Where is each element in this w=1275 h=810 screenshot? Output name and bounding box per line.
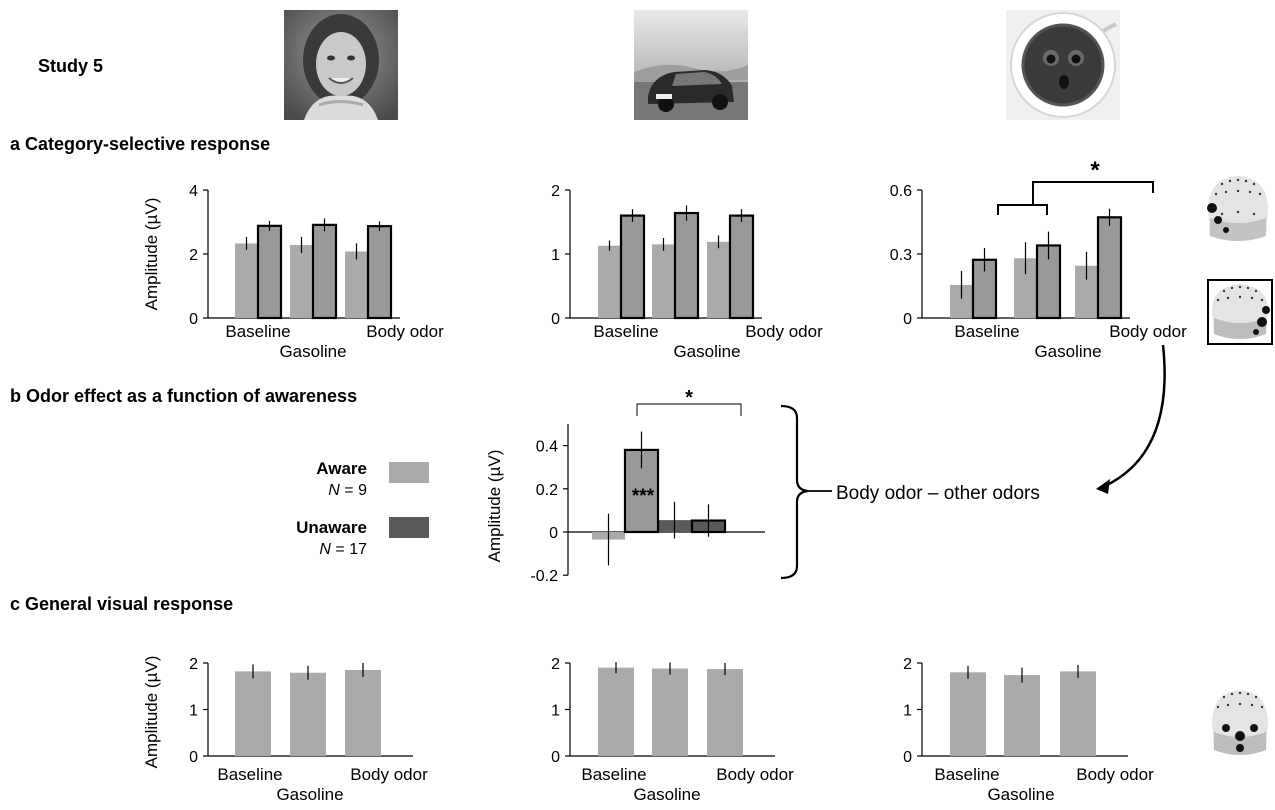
legend-unaware-swatch xyxy=(389,517,429,538)
a1-ytick-label: 2 xyxy=(189,247,198,264)
a3-ytick-label: 0.6 xyxy=(890,183,912,200)
panel-b-significance-bracket xyxy=(636,403,742,416)
legend-aware-label: Aware xyxy=(316,459,367,478)
a2-bar-baseline-s1 xyxy=(619,214,646,320)
c1-ytick-label: 2 xyxy=(189,656,198,673)
head-topography-icon-a-lower xyxy=(1207,279,1273,345)
b-ytick-label: 0 xyxy=(549,525,558,542)
a3-category-label: Gasoline xyxy=(1034,342,1101,361)
a1-ytick-label: 0 xyxy=(189,311,198,328)
legend-aware-swatch xyxy=(389,462,429,483)
a1-category-label: Baseline xyxy=(225,322,290,341)
a2-bar-gasoline-s0 xyxy=(652,244,675,318)
b-ytick-label: 0.2 xyxy=(536,482,558,499)
a3-inner-bracket xyxy=(997,204,1048,215)
section-b-title: b Odor effect as a function of awareness xyxy=(10,386,358,406)
c1-category-label: Gasoline xyxy=(276,785,343,804)
c1-bar-baseline-s0 xyxy=(235,671,271,756)
arrow-from-panel-a3 xyxy=(1097,344,1166,491)
a1-category-label: Body odor xyxy=(366,322,444,341)
a2-category-label: Body odor xyxy=(745,322,823,341)
head-topography-icon-c xyxy=(1212,690,1268,755)
c3-category-label: Gasoline xyxy=(987,785,1054,804)
c1-ytick-label: 0 xyxy=(189,749,198,766)
a3-bar-body-odor-s0 xyxy=(1075,265,1098,318)
a3-ytick-label: 0.3 xyxy=(890,247,912,264)
c2-category-label: Baseline xyxy=(581,765,646,784)
b-ytick-label: -0.2 xyxy=(530,568,558,585)
c2-ytick-label: 1 xyxy=(551,703,560,720)
c1-bar-gasoline-s0 xyxy=(290,672,326,756)
section-a-title: a Category-selective response xyxy=(10,134,271,154)
a3-category-label: Body odor xyxy=(1109,322,1187,341)
a3-bar-gasoline-s0 xyxy=(1014,258,1037,318)
a1-category-label: Gasoline xyxy=(279,342,346,361)
car-photo xyxy=(634,10,748,120)
head-topography-icon-a-upper xyxy=(1207,176,1268,241)
c3-category-label: Baseline xyxy=(934,765,999,784)
c1-ylabel: Amplitude (µV) xyxy=(142,656,161,769)
c1-ytick-label: 1 xyxy=(189,703,198,720)
c3-ytick-label: 2 xyxy=(903,656,912,673)
c2-ytick-label: 0 xyxy=(551,749,560,766)
b-inner-significance: *** xyxy=(632,486,655,507)
a1-bar-body-odor-s0 xyxy=(345,251,368,318)
a2-bar-baseline-s0 xyxy=(598,245,621,318)
a1-bar-gasoline-s1 xyxy=(311,223,338,320)
b-ylabel: Amplitude (µV) xyxy=(485,450,504,563)
a1-bar-gasoline-s0 xyxy=(290,245,313,318)
c1-bar-body-odor-s0 xyxy=(345,669,381,756)
a3-category-label: Baseline xyxy=(954,322,1019,341)
a2-category-label: Baseline xyxy=(593,322,658,341)
b-ytick-label: 0.4 xyxy=(536,439,558,456)
c2-bar-body-odor-s0 xyxy=(707,669,743,756)
a2-ytick-label: 2 xyxy=(551,183,560,200)
a1-bar-baseline-s0 xyxy=(235,243,258,318)
a3-significance-star: * xyxy=(1090,157,1100,184)
panel-b-right-brace xyxy=(780,404,809,580)
legend-unaware-label: Unaware xyxy=(296,518,367,537)
legend-unaware-n: N = 17 xyxy=(319,541,367,558)
panel-b-significance-star: * xyxy=(685,387,693,409)
c3-ytick-label: 0 xyxy=(903,749,912,766)
c3-bar-baseline-s0 xyxy=(950,672,986,756)
c2-ytick-label: 2 xyxy=(551,656,560,673)
a2-bar-body-odor-s0 xyxy=(707,241,730,318)
a1-bar-body-odor-s1 xyxy=(366,225,393,320)
c2-category-label: Gasoline xyxy=(633,785,700,804)
a3-bar-body-odor-s1 xyxy=(1096,216,1123,320)
a3-ytick-label: 0 xyxy=(903,311,912,328)
c2-bar-gasoline-s0 xyxy=(652,668,688,756)
c3-category-label: Body odor xyxy=(1076,765,1154,784)
face-photo xyxy=(284,10,398,120)
a1-ylabel: Amplitude (µV) xyxy=(142,198,161,311)
section-c-title: c General visual response xyxy=(10,594,234,614)
a2-bar-gasoline-s1 xyxy=(673,211,700,320)
a1-bar-baseline-s1 xyxy=(256,224,283,320)
c2-category-label: Body odor xyxy=(716,765,794,784)
a2-ytick-label: 1 xyxy=(551,247,560,264)
a1-ytick-label: 4 xyxy=(189,183,198,200)
c2-bar-baseline-s0 xyxy=(598,667,634,756)
coffee-face-photo xyxy=(1006,10,1120,120)
legend-aware-n: N = 9 xyxy=(328,482,367,499)
c3-bar-body-odor-s0 xyxy=(1060,671,1096,756)
a2-bar-body-odor-s1 xyxy=(728,214,755,320)
c3-ytick-label: 1 xyxy=(903,703,912,720)
panel-b-annotation: Body odor – other odors xyxy=(836,483,1040,504)
c1-category-label: Body odor xyxy=(350,765,428,784)
a2-ytick-label: 0 xyxy=(551,311,560,328)
c3-bar-gasoline-s0 xyxy=(1004,675,1040,756)
arrow-head xyxy=(1096,479,1110,494)
a3-bar-baseline-s0 xyxy=(950,284,973,318)
study-title: Study 5 xyxy=(38,56,104,76)
a2-category-label: Gasoline xyxy=(673,342,740,361)
c1-category-label: Baseline xyxy=(217,765,282,784)
a3-outer-bracket xyxy=(1032,181,1154,205)
